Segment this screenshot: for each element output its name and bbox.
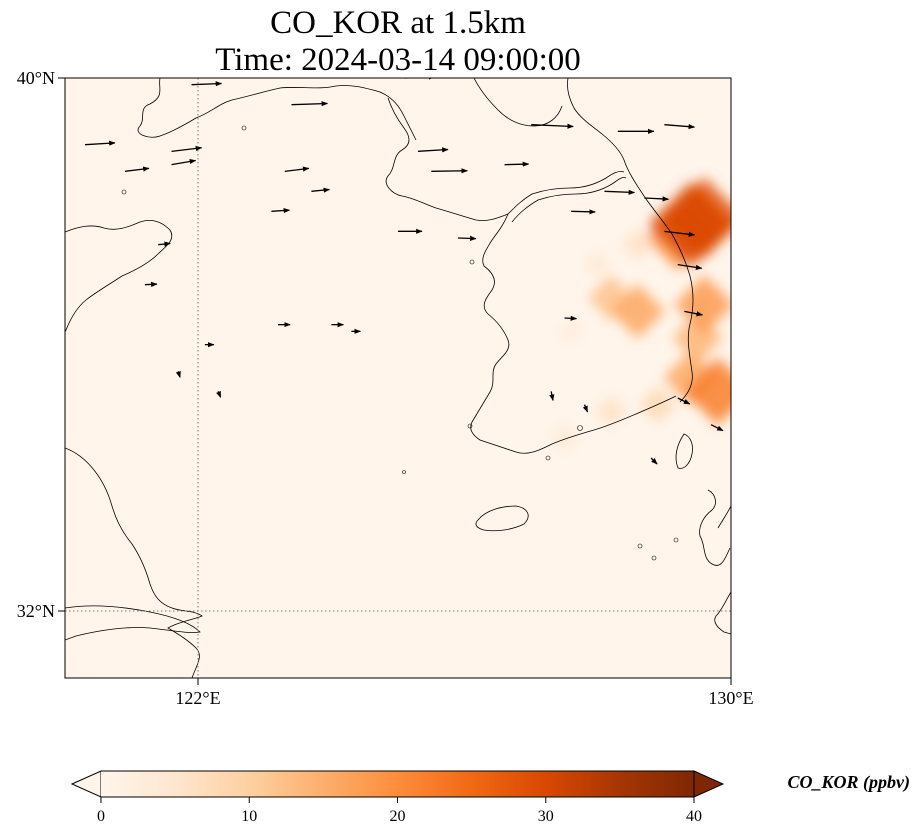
co-plume-cell (550, 423, 579, 453)
wind-arrow (158, 241, 171, 247)
island (241, 125, 247, 131)
island (469, 259, 475, 265)
colorbar-extend-min (70, 770, 102, 798)
wind-arrow (271, 207, 291, 214)
coastline-right-edge (714, 591, 731, 635)
wind-arrow (684, 310, 704, 317)
colorbar-title: CO_KOR (ppbv) (788, 772, 911, 793)
coastline-korea-east (567, 78, 694, 403)
coastline-bohai-north (137, 78, 417, 141)
co-plume-cell (583, 250, 613, 280)
map-background (65, 78, 731, 678)
coastline-korea-north (473, 78, 563, 127)
island (121, 189, 127, 195)
wind-arrow (144, 281, 158, 287)
co-plume-cell (683, 357, 731, 426)
map-title-line1: CO_KOR at 1.5km (270, 5, 526, 41)
wind-arrow (504, 161, 530, 167)
colorbar-tick-label: 20 (390, 808, 406, 825)
wind-arrow (571, 209, 596, 215)
coastline-kyushu (699, 489, 731, 566)
map-frame (64, 77, 732, 679)
wind-arrow (431, 168, 468, 174)
island-tsushima (675, 433, 693, 469)
colorbar-tick-label: 30 (538, 808, 554, 825)
wind-arrow (457, 235, 477, 242)
wind-arrow (175, 370, 181, 378)
island (673, 537, 679, 543)
co-concentration-layer (550, 177, 731, 453)
co-plume-cell (648, 181, 731, 268)
wind-arrow (677, 397, 691, 405)
co-plume-cell (621, 228, 655, 262)
wind-arrow (664, 230, 696, 237)
coastline-dmz-east (511, 177, 627, 223)
lon-tick-label-122: 122°E (175, 688, 220, 708)
colorbar-tick-label: 10 (241, 808, 257, 825)
wind-arrow (84, 140, 116, 146)
wind-arrow (644, 196, 670, 202)
co-plume-cell (674, 274, 731, 335)
coastline-honshu (717, 505, 731, 529)
coastline-yangtze (65, 605, 201, 641)
wind-arrow (215, 390, 222, 398)
wind-arrow (171, 158, 197, 166)
coastline-dmz-west (507, 171, 625, 215)
island (402, 470, 406, 474)
wind-arrow (582, 404, 589, 413)
wind-arrow (191, 81, 223, 87)
island (545, 455, 551, 461)
wind-arrow (664, 124, 696, 130)
co-plume-cell (663, 350, 719, 406)
wind-arrow (710, 424, 724, 432)
lat-tick-label-40: 40°N (17, 68, 55, 88)
co-plume-cell (594, 394, 628, 428)
lat-tick-label-32: 32°N (17, 601, 55, 621)
wind-vectors (84, 78, 724, 465)
wind-arrow (311, 187, 331, 193)
wind-arrow (284, 166, 310, 172)
coastline-china-east (65, 447, 203, 678)
wind-arrow (677, 264, 703, 270)
colorbar-ticks: 0 10 20 30 40 (97, 797, 702, 825)
map-title-line2: Time: 2024-03-14 09:00:00 (215, 42, 581, 78)
wind-arrow (564, 315, 578, 321)
coastline-korea-west (470, 213, 677, 454)
island-jeju (475, 505, 529, 532)
island (577, 425, 583, 431)
coastline-liaodong (385, 97, 509, 221)
wind-arrow (531, 123, 574, 129)
island (467, 423, 473, 429)
wind-arrow (604, 189, 636, 195)
co-plume-cell (557, 318, 585, 345)
small-islands (121, 125, 679, 561)
map-panel (65, 78, 731, 678)
colorbar-extend-max (693, 770, 725, 798)
coastlines (65, 78, 731, 678)
wind-arrow (549, 391, 555, 401)
lon-tick-label-130: 130°E (708, 688, 753, 708)
wind-arrow (124, 166, 150, 172)
colorbar-body (101, 771, 694, 797)
island (651, 555, 657, 561)
co-plume-cell (610, 283, 666, 339)
wind-arrow (417, 147, 449, 153)
island (637, 543, 643, 549)
wind-arrow (171, 145, 203, 152)
colorbar-tick-label: 40 (686, 808, 702, 825)
colorbar: 0 10 20 30 40 CO_KOR (ppbv) (70, 770, 911, 825)
wind-arrow (291, 101, 329, 107)
colorbar-tick-label: 0 (97, 808, 105, 825)
wind-arrow (650, 457, 658, 465)
